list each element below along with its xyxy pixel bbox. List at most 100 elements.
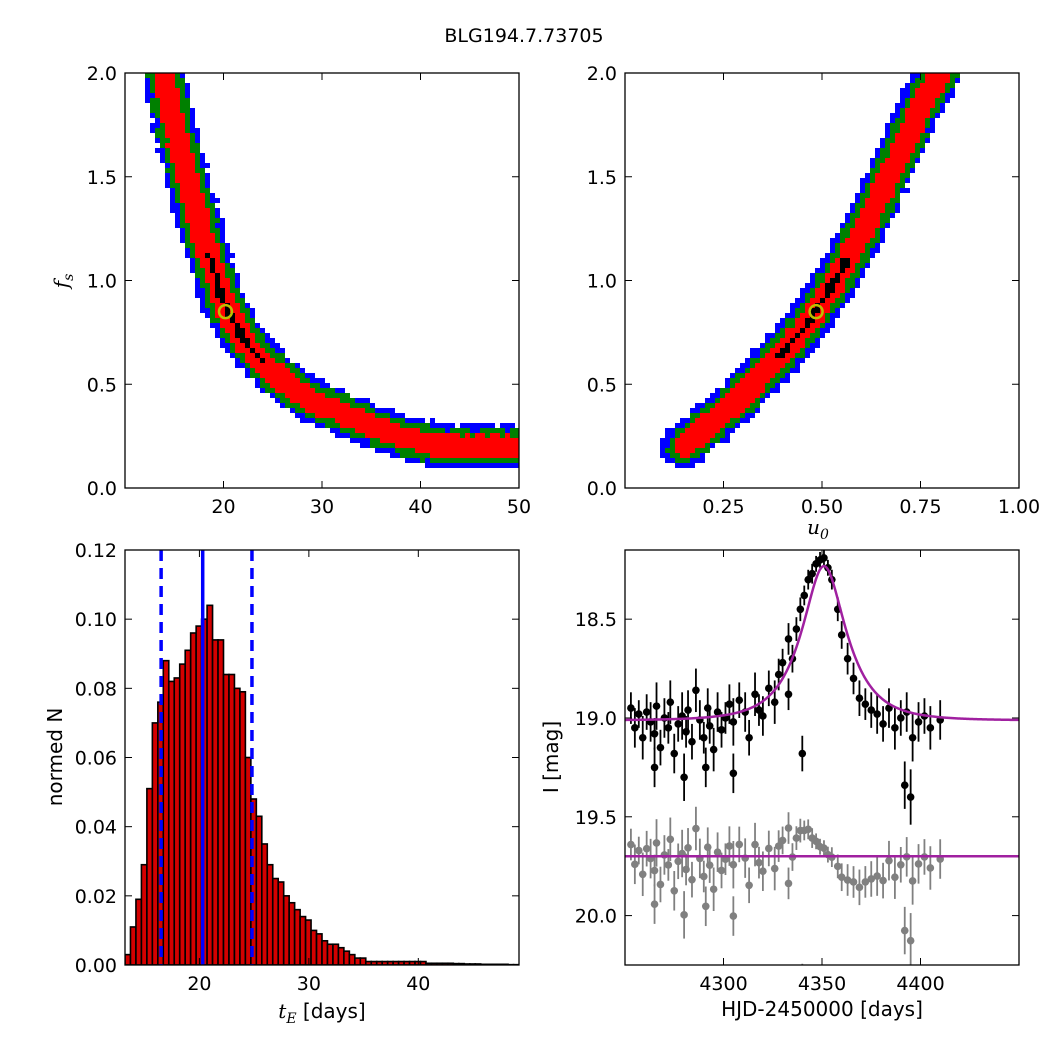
contour-mid-cell — [405, 423, 410, 428]
contour-inner-cell — [945, 78, 950, 83]
contour-outer-cell — [250, 308, 255, 313]
contour-inner-cell — [780, 358, 785, 363]
contour-inner-cell — [695, 438, 700, 443]
contour-inner-cell — [765, 353, 770, 358]
contour-mid-cell — [435, 458, 440, 463]
contour-outer-cell — [410, 418, 415, 423]
contour-inner-cell — [195, 238, 200, 243]
contour-inner-cell — [890, 193, 895, 198]
contour-inner-cell — [710, 433, 715, 438]
contour-mid-cell — [890, 128, 895, 133]
contour-outer-cell — [725, 433, 730, 438]
contour-mid-cell — [875, 228, 880, 233]
panel-fs-vs-tE: 20 30 40 500.00.51.01.52.0 fs — [49, 63, 531, 518]
contour-outer-cell — [205, 183, 210, 188]
contour-inner-cell — [895, 163, 900, 168]
contour-inner-cell — [920, 103, 925, 108]
histogram-bar — [195, 625, 203, 965]
contour-inner-cell — [740, 403, 745, 408]
contour-inner-cell — [370, 428, 375, 433]
contour-outer-cell — [175, 213, 180, 218]
contour-mid-cell — [420, 458, 425, 463]
contour-mid-cell — [185, 228, 190, 233]
contour-inner-cell — [440, 443, 445, 448]
contour-inner-cell — [240, 348, 245, 353]
contour-inner-cell — [465, 438, 470, 443]
contour-inner-cell — [700, 413, 705, 418]
contour-inner-cell — [760, 383, 765, 388]
contour-inner-cell — [685, 438, 690, 443]
contour-inner-cell — [175, 118, 180, 123]
contour-inner-cell — [935, 88, 940, 93]
contour-inner-cell — [355, 428, 360, 433]
contour-mid-cell — [855, 208, 860, 213]
contour-inner-cell — [295, 388, 300, 393]
contour-inner-cell — [250, 333, 255, 338]
contour-mid-cell — [225, 273, 230, 278]
contour-inner-cell — [810, 298, 815, 303]
contour-outer-cell — [890, 113, 895, 118]
contour-outer-cell — [195, 133, 200, 138]
contour-inner-cell — [180, 128, 185, 133]
contour-mid-cell — [760, 353, 765, 358]
histogram-bar — [178, 663, 186, 965]
contour-outer-cell — [715, 388, 720, 393]
contour-mid-cell — [470, 433, 475, 438]
contour-inner-cell — [275, 388, 280, 393]
contour-inner-cell — [215, 258, 220, 263]
contour-outer-cell — [860, 268, 865, 273]
contour-inner-cell — [845, 248, 850, 253]
contour-inner-cell — [185, 163, 190, 168]
contour-mid-cell — [900, 113, 905, 118]
contour-mid-cell — [295, 403, 300, 408]
contour-outer-cell — [315, 378, 320, 383]
contour-inner-cell — [365, 433, 370, 438]
contour-mid-cell — [230, 283, 235, 288]
contour-outer-cell — [915, 158, 920, 163]
contour-inner-cell — [245, 328, 250, 333]
contour-outer-cell — [775, 328, 780, 333]
contour-outer-cell — [165, 163, 170, 168]
contour-outer-cell — [820, 268, 825, 273]
contour-outer-cell — [180, 228, 185, 233]
contour-inner-cell — [510, 443, 515, 448]
contour-outer-cell — [190, 128, 195, 133]
contour-inner-cell — [380, 433, 385, 438]
contour-outer-cell — [145, 88, 150, 93]
histogram-bar — [348, 953, 356, 965]
contour-inner-cell — [465, 448, 470, 453]
histogram-bar — [315, 933, 323, 965]
contour-mid-cell — [165, 158, 170, 163]
contour-outer-cell — [480, 423, 485, 428]
contour-inner-cell — [905, 128, 910, 133]
contour-outer-cell — [275, 343, 280, 348]
contour-mid-cell — [210, 223, 215, 228]
contour-inner-cell — [690, 443, 695, 448]
contour-outer-cell — [475, 423, 480, 428]
contour-inner-cell — [250, 353, 255, 358]
contour-inner-cell — [185, 158, 190, 163]
contour-mid-cell — [870, 173, 875, 178]
contour-mid-cell — [890, 133, 895, 138]
contour-outer-cell — [810, 283, 815, 288]
contour-inner-cell — [745, 403, 750, 408]
contour-mid-cell — [195, 258, 200, 263]
contour-mid-cell — [885, 148, 890, 153]
contour-inner-cell — [200, 233, 205, 238]
contour-inner-cell — [945, 73, 950, 78]
contour-outer-cell — [910, 78, 915, 83]
contour-core-cell — [220, 293, 225, 298]
contour-mid-cell — [735, 378, 740, 383]
contour-inner-cell — [505, 453, 510, 458]
contour-mid-cell — [490, 428, 495, 433]
contour-inner-cell — [410, 438, 415, 443]
contour-outer-cell — [905, 178, 910, 183]
contour-outer-cell — [390, 448, 395, 453]
contour-inner-cell — [165, 73, 170, 78]
data-point — [729, 769, 738, 778]
contour-inner-cell — [865, 213, 870, 218]
contour-inner-cell — [880, 193, 885, 198]
contour-mid-cell — [350, 428, 355, 433]
contour-inner-cell — [855, 223, 860, 228]
contour-inner-cell — [385, 433, 390, 438]
